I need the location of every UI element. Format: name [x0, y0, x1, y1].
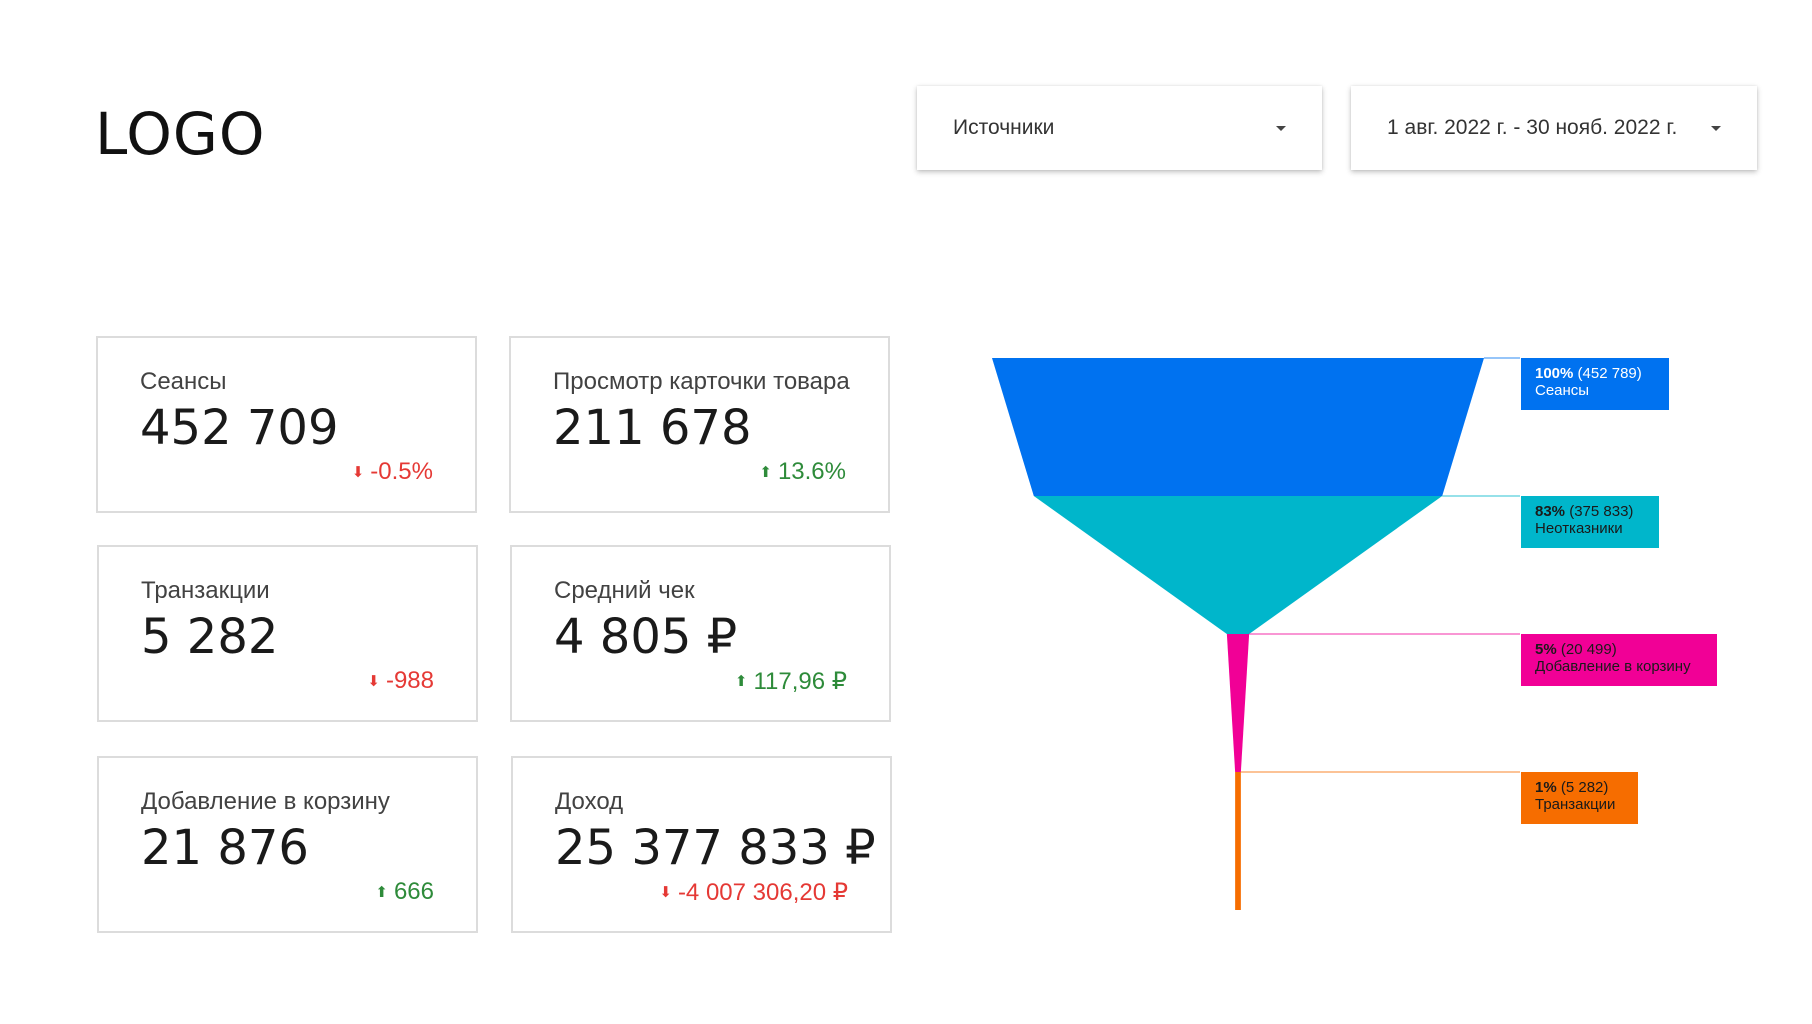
- kpi-value: 4 805 ₽: [554, 609, 738, 665]
- kpi-title: Доход: [555, 788, 624, 815]
- kpi-card-sessions: Сеансы 452 709 ⬇ -0.5%: [96, 336, 477, 513]
- arrow-up-icon: ⬆: [734, 673, 748, 690]
- kpi-value: 25 377 833 ₽: [555, 820, 876, 876]
- kpi-card-average-check: Средний чек 4 805 ₽ ⬆ 117,96 ₽: [510, 545, 891, 722]
- kpi-card-transactions: Транзакции 5 282 ⬇ -988: [97, 545, 478, 722]
- arrow-up-icon: ⬆: [375, 883, 388, 901]
- kpi-title: Средний чек: [554, 577, 695, 604]
- kpi-value: 211 678: [553, 400, 752, 456]
- sources-dropdown-label: Источники: [953, 116, 1055, 139]
- funnel-stage-percent: 100%: [1535, 365, 1574, 382]
- arrow-down-icon: ⬇: [351, 463, 365, 481]
- arrow-up-icon: ⬆: [759, 463, 772, 481]
- kpi-delta: ⬇ -0.5%: [352, 458, 433, 486]
- funnel-stage-count: (452 789): [1573, 365, 1642, 382]
- funnel-stage-metric: 1% (5 282): [1535, 779, 1638, 796]
- funnel-stage-name: Неотказники: [1535, 520, 1623, 537]
- logo: LOGO: [95, 100, 266, 168]
- kpi-title: Транзакции: [141, 577, 270, 604]
- kpi-card-revenue: Доход 25 377 833 ₽ ⬇ -4 007 306,20 ₽: [511, 756, 892, 933]
- kpi-delta: ⬆ 13.6%: [759, 458, 846, 486]
- date-range-dropdown[interactable]: 1 авг. 2022 г. - 30 нояб. 2022 г.: [1351, 86, 1757, 170]
- kpi-delta-value: 13.6%: [777, 458, 846, 485]
- kpi-delta-value: 117,96 ₽: [753, 668, 847, 695]
- funnel-stage-label: 1% (5 282) Транзакции: [1521, 772, 1638, 824]
- kpi-title: Сеансы: [140, 368, 227, 395]
- kpi-title: Добавление в корзину: [141, 788, 390, 815]
- arrow-down-icon: ⬇: [659, 884, 672, 901]
- kpi-title: Просмотр карточки товара: [553, 368, 850, 395]
- kpi-value: 452 709: [140, 400, 339, 456]
- funnel-stage-count: (375 833): [1565, 503, 1634, 520]
- funnel-stage-count: (5 282): [1556, 779, 1609, 796]
- chevron-down-icon: [1711, 125, 1721, 131]
- arrow-down-icon: ⬇: [367, 672, 380, 690]
- sources-dropdown[interactable]: Источники: [917, 86, 1322, 170]
- funnel-stage-percent: 5%: [1535, 641, 1557, 658]
- kpi-delta-value: -0.5%: [370, 458, 433, 485]
- funnel-stage-metric: 5% (20 499): [1535, 641, 1717, 658]
- funnel-stage-percent: 1%: [1535, 779, 1557, 796]
- kpi-value: 5 282: [141, 609, 279, 665]
- kpi-card-product-views: Просмотр карточки товара 211 678 ⬆ 13.6%: [509, 336, 890, 513]
- kpi-delta-value: -4 007 306,20 ₽: [677, 879, 848, 906]
- funnel-stage: [1033, 496, 1443, 634]
- funnel-stage-metric: 100% (452 789): [1535, 365, 1669, 382]
- kpi-card-add-to-cart: Добавление в корзину 21 876 ⬆ 666: [97, 756, 478, 933]
- funnel-stage-name: Транзакции: [1535, 796, 1616, 813]
- kpi-delta: ⬇ -988: [367, 667, 434, 695]
- funnel-stage-name: Сеансы: [1535, 382, 1590, 399]
- funnel-stage-label: 5% (20 499) Добавление в корзину: [1521, 634, 1717, 686]
- date-range-label: 1 авг. 2022 г. - 30 нояб. 2022 г.: [1387, 116, 1678, 139]
- chevron-down-icon: [1276, 125, 1286, 131]
- funnel-stage-label: 100% (452 789) Сеансы: [1521, 358, 1669, 410]
- kpi-delta: ⬇ -4 007 306,20 ₽: [659, 878, 848, 907]
- kpi-delta: ⬆ 666: [375, 878, 434, 906]
- kpi-value: 21 876: [141, 820, 309, 876]
- funnel-stage-count: (20 499): [1556, 641, 1617, 658]
- funnel-stage: [992, 358, 1484, 496]
- funnel-stage: [1235, 772, 1241, 910]
- kpi-delta: ⬆ 117,96 ₽: [735, 667, 847, 696]
- funnel-stage: [1226, 634, 1250, 772]
- funnel-stage-label: 83% (375 833) Неотказники: [1521, 496, 1659, 548]
- funnel-stage-percent: 83%: [1535, 503, 1566, 520]
- funnel-stage-name: Добавление в корзину: [1535, 658, 1691, 675]
- kpi-delta-value: -988: [385, 667, 434, 694]
- kpi-delta-value: 666: [393, 878, 434, 905]
- funnel-stage-metric: 83% (375 833): [1535, 503, 1659, 520]
